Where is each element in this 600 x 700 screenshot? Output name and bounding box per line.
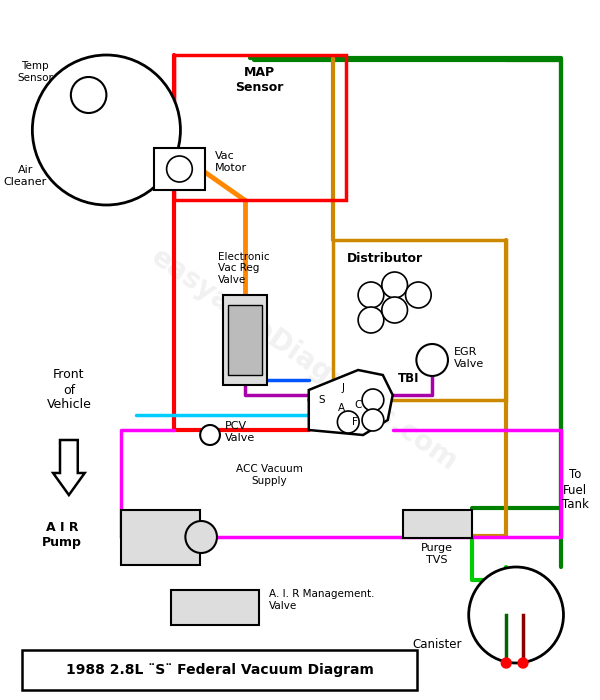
Circle shape [382,297,407,323]
Polygon shape [309,370,392,435]
Circle shape [200,425,220,445]
Text: Electronic
Vac Reg
Valve: Electronic Vac Reg Valve [218,252,269,285]
Bar [121,510,200,565]
Bar [403,510,472,538]
Circle shape [185,521,217,553]
Circle shape [71,77,106,113]
Text: MAP
Sensor: MAP Sensor [235,66,284,94]
Circle shape [362,409,384,431]
Bar [154,148,205,190]
Circle shape [406,282,431,308]
Bar [170,590,259,625]
Text: Canister: Canister [412,638,462,652]
Text: Vac
Motor: Vac Motor [215,151,247,173]
Circle shape [358,307,384,333]
Text: 1988 2.8L ¨S¨ Federal Vacuum Diagram: 1988 2.8L ¨S¨ Federal Vacuum Diagram [66,663,374,677]
Bar [334,240,506,400]
Bar [173,55,346,200]
Circle shape [337,411,359,433]
Text: Purge
TVS: Purge TVS [421,543,453,565]
Text: Distributor: Distributor [347,251,423,265]
Text: F: F [352,417,358,427]
Text: ACC Vacuum
Supply: ACC Vacuum Supply [236,464,303,486]
Circle shape [382,272,407,298]
Text: A I R
Pump: A I R Pump [42,521,82,549]
Text: TBI: TBI [398,372,419,384]
Text: Front
of
Vehicle: Front of Vehicle [46,368,91,412]
Text: Air
Cleaner: Air Cleaner [4,165,47,187]
Circle shape [167,156,192,182]
Text: A: A [338,403,345,413]
Text: C: C [355,400,362,410]
Text: PCV
Valve: PCV Valve [225,421,255,443]
Text: S: S [318,395,325,405]
Text: To
Fuel
Tank: To Fuel Tank [562,468,589,512]
Circle shape [469,567,563,663]
FancyArrow shape [53,440,85,495]
Circle shape [501,658,511,668]
Text: J: J [342,383,345,393]
Circle shape [518,658,528,668]
Circle shape [416,344,448,376]
Text: A. I. R Management.
Valve: A. I. R Management. Valve [269,589,375,611]
Text: easyautoDiagrams.com: easyautoDiagrams.com [145,243,463,477]
Circle shape [362,389,384,411]
Bar [228,305,262,375]
Text: Temp
Sensor: Temp Sensor [17,61,53,83]
Bar [223,295,268,385]
Text: EGR
Valve: EGR Valve [454,347,484,369]
Bar [22,650,418,690]
Circle shape [32,55,181,205]
Circle shape [358,282,384,308]
